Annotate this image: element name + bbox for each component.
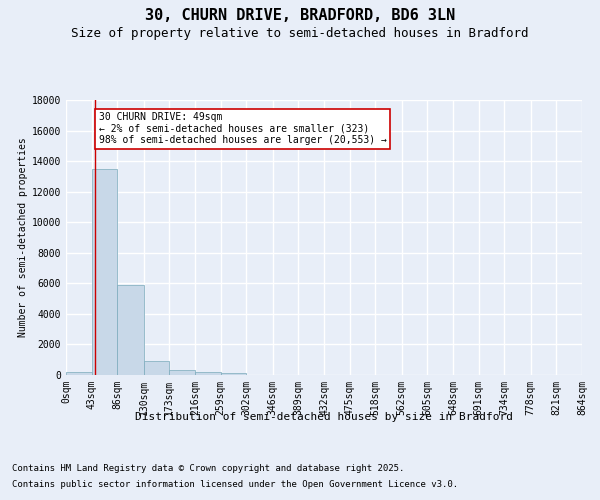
Text: Size of property relative to semi-detached houses in Bradford: Size of property relative to semi-detach… [71,28,529,40]
Text: Contains HM Land Registry data © Crown copyright and database right 2025.: Contains HM Land Registry data © Crown c… [12,464,404,473]
Bar [66,372,92,375]
Text: 30 CHURN DRIVE: 49sqm
← 2% of semi-detached houses are smaller (323)
98% of semi: 30 CHURN DRIVE: 49sqm ← 2% of semi-detac… [99,112,387,146]
Y-axis label: Number of semi-detached properties: Number of semi-detached properties [17,138,28,338]
Bar [143,361,169,375]
Bar [195,372,221,375]
Text: Distribution of semi-detached houses by size in Bradford: Distribution of semi-detached houses by … [135,412,513,422]
Bar [118,285,143,375]
Text: 30, CHURN DRIVE, BRADFORD, BD6 3LN: 30, CHURN DRIVE, BRADFORD, BD6 3LN [145,8,455,22]
Bar [92,169,118,375]
Text: Contains public sector information licensed under the Open Government Licence v3: Contains public sector information licen… [12,480,458,489]
Bar [169,370,195,375]
Bar [221,373,247,375]
